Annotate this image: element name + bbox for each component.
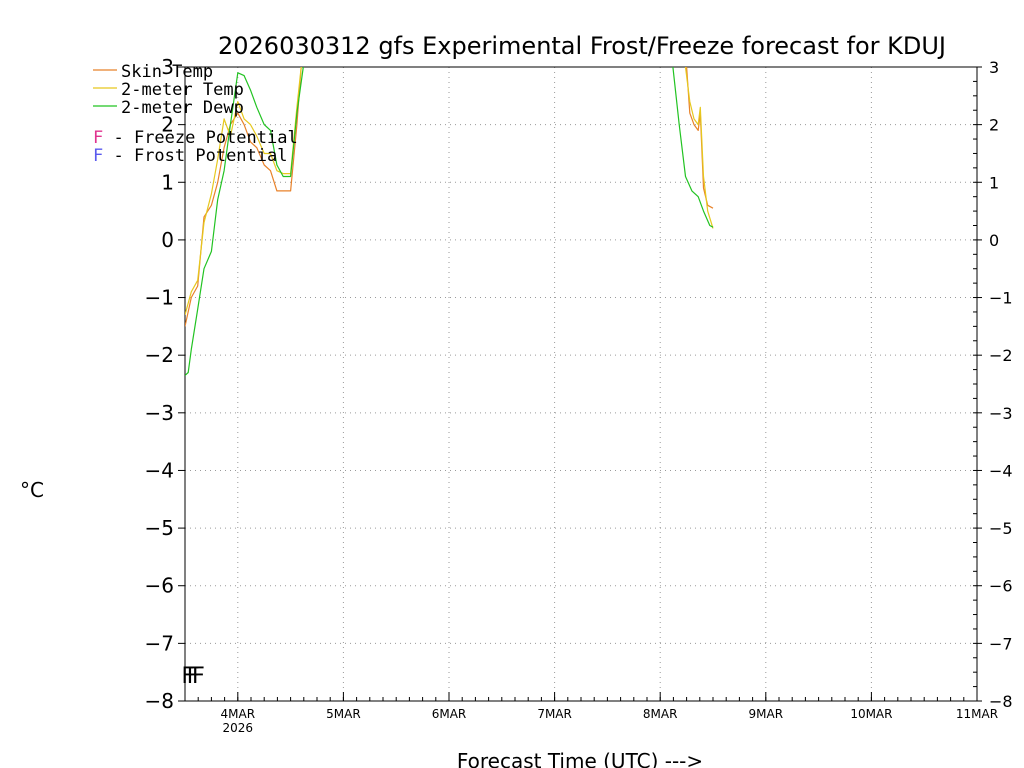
y-tick-label-right: −1 xyxy=(989,289,1013,308)
y-tick-label-right: −7 xyxy=(989,634,1013,653)
y-tick-label-right: 0 xyxy=(989,231,999,250)
y-tick-label-left: −8 xyxy=(145,689,174,713)
y-tick-label-left: −3 xyxy=(145,401,174,425)
x-axis-label: Forecast Time (UTC) ---> xyxy=(457,749,703,768)
x-tick-label: 8MAR xyxy=(643,707,678,721)
y-tick-label-right: 3 xyxy=(989,58,999,77)
x-tick-label: 6MAR xyxy=(432,707,467,721)
x-tick-label: 11MAR xyxy=(956,707,998,721)
freeze-potential-marker: F xyxy=(181,664,194,689)
y-tick-label-right: 2 xyxy=(989,116,999,135)
potential-legend-letter: F xyxy=(93,146,103,166)
series-lines xyxy=(185,67,714,376)
series-line-2-meter-temp-1 xyxy=(684,67,714,229)
y-tick-label-right: −2 xyxy=(989,346,1013,365)
x-tick-label: 10MAR xyxy=(850,707,892,721)
freeze-potential-marker: F xyxy=(192,664,205,689)
potential-legend-text: - Freeze Potential xyxy=(103,128,297,148)
potential-legend-entry: F - Freeze Potential xyxy=(93,128,298,148)
series-line-skin-temp-0 xyxy=(185,67,302,327)
y-tick-label-right: −5 xyxy=(989,519,1013,538)
x-tick-label: 4MAR xyxy=(221,707,256,721)
potential-legend-entry: F - Frost Potential xyxy=(93,146,287,166)
legend-label: Skin Temp xyxy=(121,62,213,82)
legend-label: 2-meter Temp xyxy=(121,80,244,100)
y-tick-label-right: −3 xyxy=(989,404,1013,423)
series-line-2-meter-temp-0 xyxy=(185,67,302,315)
y-tick-label-left: 2 xyxy=(161,113,174,137)
chart-title: 2026030312 gfs Experimental Frost/Freeze… xyxy=(218,32,946,60)
y-axis-right: −8 −7 −6 −5 −4 −3 −2 −1 0 1 2 3 xyxy=(973,58,1013,711)
y-tick-label-right: −8 xyxy=(989,692,1013,711)
y-tick-label-left: 3 xyxy=(161,55,174,79)
y-tick-label-left: −7 xyxy=(145,631,174,655)
y-axis-left: −8 −7 −6 −5 −4 −3 −2 −1 0 1 2 3 xyxy=(145,55,185,713)
potential-markers: FFF xyxy=(181,664,205,689)
y-tick-label-left: −1 xyxy=(145,286,174,310)
potential-legend-text: - Frost Potential xyxy=(103,146,287,166)
y-tick-label-right: −4 xyxy=(989,461,1013,480)
y-tick-label-left: −6 xyxy=(145,574,174,598)
y-tick-label-left: −4 xyxy=(145,458,174,482)
x-tick-label: 5MAR xyxy=(326,707,361,721)
y-tick-label-left: −5 xyxy=(145,516,174,540)
y-tick-label-left: 1 xyxy=(161,170,174,194)
y-tick-label-left: −2 xyxy=(145,343,174,367)
x-tick-label: 9MAR xyxy=(749,707,784,721)
y-tick-label-right: 1 xyxy=(989,173,999,192)
x-tick-label: 7MAR xyxy=(537,707,572,721)
y-tick-label-right: −6 xyxy=(989,577,1013,596)
grid-lines xyxy=(185,67,977,701)
series-line-2-meter-dewp-1 xyxy=(672,67,714,228)
x-tick-sublabel: 2026 xyxy=(223,721,254,735)
freeze-potential-marker: F xyxy=(186,664,199,689)
y-tick-label-left: 0 xyxy=(161,228,174,252)
legend-label: 2-meter Dewp xyxy=(121,98,244,118)
plot-frame xyxy=(184,66,978,702)
potential-legend-letter: F xyxy=(93,128,103,148)
series-line-2-meter-dewp-0 xyxy=(185,67,304,376)
y-axis-label: °C xyxy=(20,478,44,502)
